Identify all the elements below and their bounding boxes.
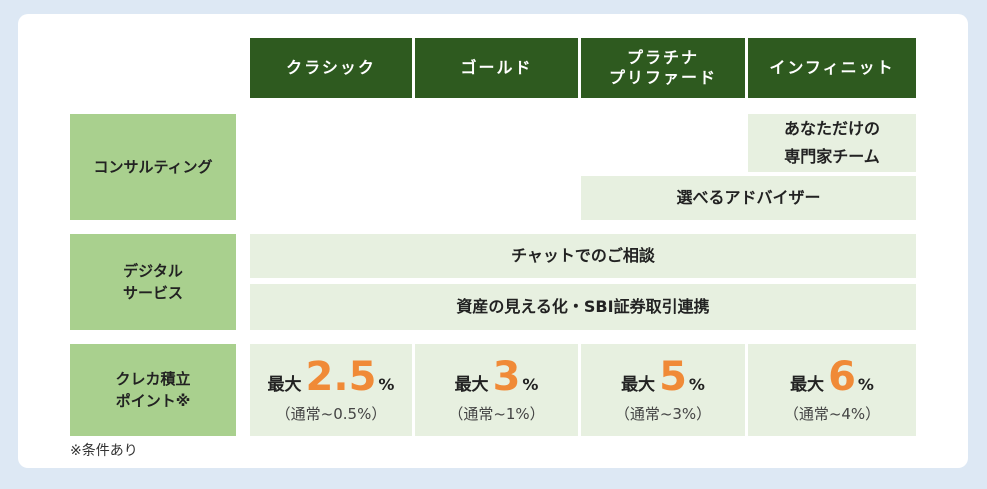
points-cell-classic: 最大 2.5 % （通常~0.5%） <box>250 344 412 436</box>
points-unit: % <box>688 374 705 394</box>
row-label-consulting: コンサルティング <box>70 114 236 220</box>
row-label-credit-points: クレカ積立 ポイント※ <box>70 344 236 436</box>
points-prefix: 最大 <box>621 374 656 395</box>
points-unit: % <box>522 374 539 394</box>
points-normal-rate: （通常~3%） <box>614 404 712 423</box>
plan-header-platinum-preferred: プラチナ プリファード <box>581 38 745 98</box>
points-prefix: 最大 <box>790 374 825 395</box>
points-normal-rate: （通常~0.5%） <box>275 404 387 423</box>
feature-expert-team: あなただけの 専門家チーム <box>748 114 916 172</box>
points-max-value: 2.5 <box>305 353 377 400</box>
row-label-digital-services: デジタル サービス <box>70 234 236 330</box>
points-normal-rate: （通常~1%） <box>448 404 545 423</box>
points-unit: % <box>378 374 395 394</box>
points-max-value: 3 <box>492 353 521 400</box>
plan-header-classic: クラシック <box>250 38 412 98</box>
feature-asset-visualization: 資産の見える化・SBI証券取引連携 <box>250 284 916 330</box>
comparison-card: クラシック ゴールド プラチナ プリファード インフィニット コンサルティング … <box>18 14 968 468</box>
points-max-value: 5 <box>659 353 687 400</box>
plan-header-gold: ゴールド <box>415 38 578 98</box>
points-cell-gold: 最大 3 % （通常~1%） <box>415 344 578 436</box>
points-prefix: 最大 <box>267 374 302 395</box>
points-cell-platinum-preferred: 最大 5 % （通常~3%） <box>581 344 745 436</box>
points-cell-infinite: 最大 6 % （通常~4%） <box>748 344 916 436</box>
points-prefix: 最大 <box>454 374 489 395</box>
points-max-value: 6 <box>828 353 856 400</box>
points-unit: % <box>857 374 874 394</box>
plan-header-infinite: インフィニット <box>748 38 916 98</box>
points-normal-rate: （通常~4%） <box>783 404 881 423</box>
feature-choose-advisor: 選べるアドバイザー <box>581 176 916 220</box>
footnote: ※条件あり <box>70 443 138 459</box>
feature-chat-consultation: チャットでのご相談 <box>250 234 916 278</box>
